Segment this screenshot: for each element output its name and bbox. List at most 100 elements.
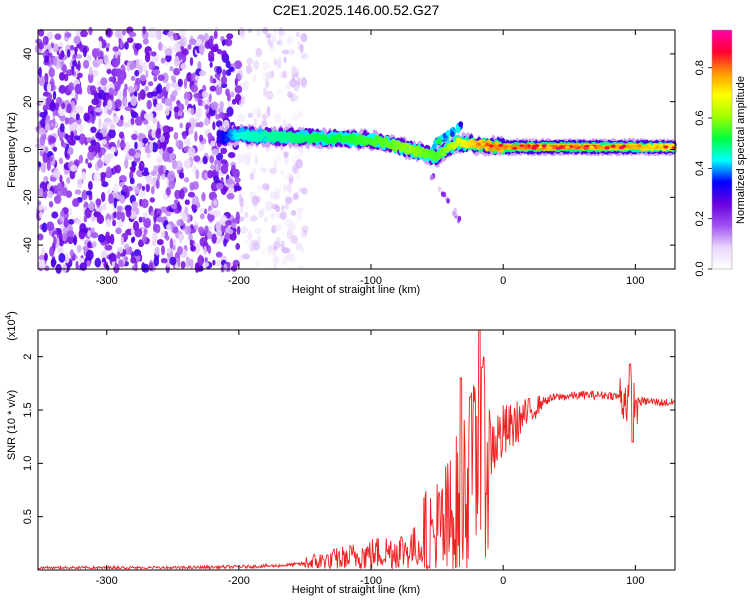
noise-cell <box>42 152 49 164</box>
spectrogram-ridge <box>216 121 677 224</box>
noise-cell <box>39 211 43 218</box>
noise-cell <box>61 187 68 197</box>
ridge-peak <box>610 144 616 148</box>
ridge-cell <box>243 134 249 138</box>
noise-cell <box>165 186 171 196</box>
noise-cell <box>195 169 200 180</box>
noise-cell <box>46 160 51 171</box>
noise-cell <box>69 44 75 51</box>
noise-cell <box>118 131 125 139</box>
noise-cell <box>195 74 200 81</box>
noise-cell <box>97 50 104 58</box>
noise-cell <box>280 240 285 252</box>
noise-cell <box>53 56 57 67</box>
noise-cell <box>73 35 81 45</box>
noise-cell <box>59 231 63 242</box>
ridge-tail <box>437 186 442 192</box>
noise-cell <box>94 257 102 268</box>
noise-cell <box>179 188 185 200</box>
noise-cell <box>42 35 49 46</box>
ridge-cell <box>484 140 490 144</box>
noise-cell <box>161 230 165 238</box>
noise-cell <box>91 48 99 58</box>
noise-cell <box>187 146 196 157</box>
noise-cell <box>131 265 137 271</box>
noise-cell <box>146 152 152 159</box>
noise-cell <box>91 98 99 106</box>
noise-cell <box>116 139 121 148</box>
ridge-cell <box>465 140 471 144</box>
noise-cell <box>190 107 195 116</box>
noise-cell <box>202 261 210 268</box>
noise-cell <box>276 236 281 244</box>
noise-cell <box>221 39 226 47</box>
noise-cell <box>281 49 290 55</box>
noise-cell <box>226 33 234 40</box>
noise-cell <box>46 82 52 93</box>
noise-cell <box>258 209 264 218</box>
noise-cell <box>56 188 64 197</box>
noise-cell <box>109 123 116 130</box>
noise-cell <box>156 155 163 164</box>
snr-series <box>37 329 676 571</box>
ridge-cell <box>449 142 455 145</box>
noise-cell <box>145 69 149 79</box>
noise-cell <box>87 72 94 84</box>
noise-cell <box>52 43 59 53</box>
noise-cell <box>152 116 157 125</box>
noise-cell <box>295 242 302 251</box>
noise-cell <box>189 57 194 66</box>
noise-cell <box>74 83 82 95</box>
noise-cell <box>90 227 96 233</box>
noise-cell <box>131 133 138 141</box>
noise-cell <box>283 184 287 192</box>
noise-cell <box>79 223 87 233</box>
noise-cell <box>167 126 174 132</box>
noise-cell <box>101 191 106 203</box>
noise-cell <box>236 153 245 165</box>
ridge-cell <box>400 144 406 148</box>
noise-cell <box>198 43 205 55</box>
noise-cell <box>253 117 258 126</box>
ridge-cell <box>308 137 314 141</box>
noise-cell <box>88 201 95 211</box>
noise-cell <box>113 263 120 274</box>
noise-cell <box>48 136 57 144</box>
ridge-cell <box>454 143 460 147</box>
noise-cell <box>104 117 112 123</box>
noise-cell <box>108 193 114 204</box>
noise-cell <box>255 258 260 267</box>
ridge-cell <box>278 135 284 139</box>
noise-cell <box>284 156 289 166</box>
noise-cell <box>96 198 101 208</box>
noise-cell <box>75 113 80 121</box>
noise-cell <box>68 218 75 225</box>
noise-cell <box>150 186 155 195</box>
noise-cell <box>117 219 123 226</box>
spectrogram-x-ticks: -300 -200 -100 0 100 <box>96 30 645 287</box>
noise-cell <box>197 144 205 152</box>
noise-cell <box>220 163 229 175</box>
noise-cell <box>54 195 62 204</box>
noise-cell <box>134 116 143 126</box>
ridge-peak <box>506 146 512 150</box>
noise-cell <box>162 125 168 133</box>
noise-cell <box>113 211 117 219</box>
noise-cell <box>269 191 277 200</box>
noise-cell <box>227 185 235 196</box>
noise-cell <box>148 61 156 71</box>
noise-cell <box>77 257 84 264</box>
noise-cell <box>159 148 164 155</box>
ridge-cell <box>383 139 389 143</box>
noise-cell <box>272 257 279 265</box>
noise-cell <box>189 239 194 247</box>
noise-cell <box>270 32 277 38</box>
noise-cell <box>251 195 259 206</box>
noise-cell <box>221 50 228 59</box>
noise-cell <box>155 128 161 139</box>
noise-cell <box>134 69 140 77</box>
noise-cell <box>112 115 120 124</box>
noise-cell <box>52 109 56 118</box>
noise-cell <box>88 145 95 153</box>
noise-cell <box>62 227 69 235</box>
